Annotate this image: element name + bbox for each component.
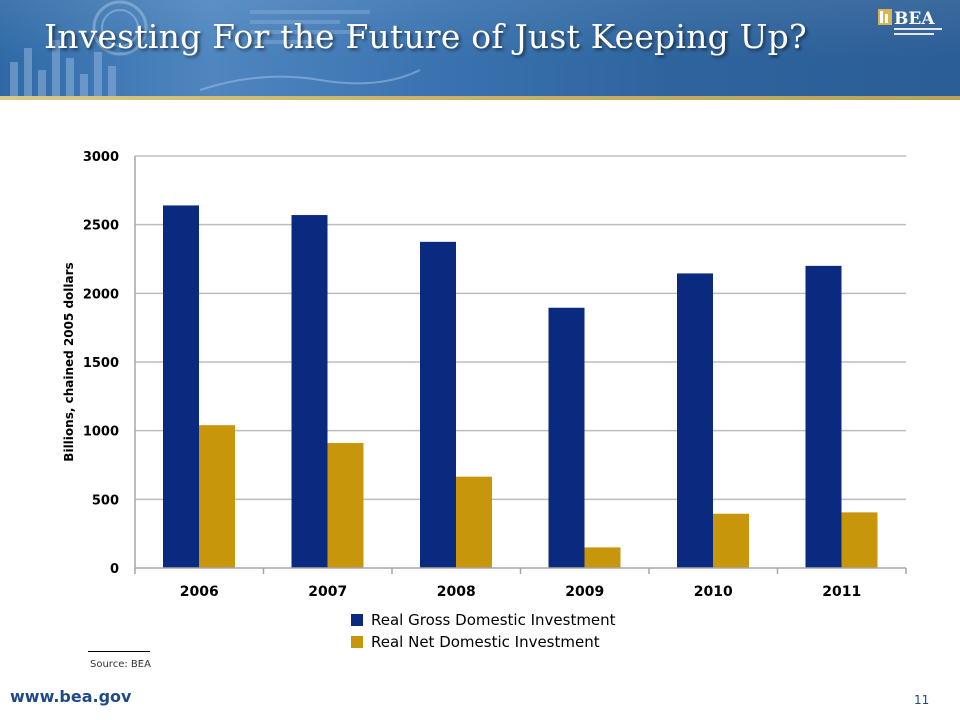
bea-logo: BEA bbox=[878, 9, 942, 35]
source-divider bbox=[88, 651, 150, 652]
y-axis-title: Billions, chained 2005 dollars bbox=[62, 262, 76, 461]
chart-gridlines bbox=[135, 155, 906, 501]
source-note: Source: BEA bbox=[90, 659, 151, 670]
legend-label-net: Real Net Domestic Investment bbox=[371, 633, 600, 651]
bea-logo-text: BEA bbox=[894, 9, 935, 29]
title-banner: BEA Investing For the Future of Just Kee… bbox=[0, 0, 960, 100]
slide-title: Investing For the Future of Just Keeping… bbox=[44, 17, 807, 56]
y-tick-label: 0 bbox=[110, 562, 119, 577]
bar-net-2010 bbox=[713, 513, 749, 568]
page-number: 11 bbox=[914, 693, 930, 707]
x-tick-label: 2009 bbox=[565, 584, 604, 600]
y-tick-label: 2000 bbox=[83, 287, 119, 302]
website-url[interactable]: www.bea.gov bbox=[10, 687, 132, 706]
investment-bar-chart: 0 500 1000 1500 2000 2500 3000 2006 2007 2008 2009… bbox=[62, 150, 907, 651]
bar-net-2007 bbox=[327, 443, 364, 568]
legend-label-gross: Real Gross Domestic Investment bbox=[371, 611, 616, 629]
x-tick-label: 2007 bbox=[308, 584, 347, 600]
x-tick-label: 2011 bbox=[822, 584, 861, 600]
y-tick-label: 2500 bbox=[83, 219, 119, 234]
y-tick-label: 1500 bbox=[83, 356, 119, 371]
bar-net-2008 bbox=[456, 476, 492, 568]
bar-gross-2009 bbox=[548, 307, 585, 568]
bar-gross-2007 bbox=[291, 215, 328, 568]
banner-map-decoration bbox=[10, 0, 420, 100]
banner-gold-strip bbox=[0, 96, 960, 100]
legend-swatch-gross bbox=[351, 614, 363, 626]
chart-axes: 0 500 1000 1500 2000 2500 3000 2006 2007 2008 2009… bbox=[62, 150, 907, 600]
bar-net-2011 bbox=[841, 512, 878, 568]
bar-gross-2011 bbox=[805, 265, 842, 568]
banner-gloss bbox=[0, 0, 960, 100]
y-tick-label: 1000 bbox=[83, 425, 119, 440]
x-tick-label: 2008 bbox=[437, 584, 476, 600]
bar-gross-2006 bbox=[163, 205, 199, 568]
chart-bars bbox=[163, 205, 878, 568]
bar-net-2006 bbox=[199, 425, 235, 568]
y-tick-label: 3000 bbox=[83, 150, 119, 165]
chart-legend: Real Gross Domestic Investment Real Net D… bbox=[351, 611, 616, 651]
y-tick-label: 500 bbox=[92, 493, 119, 508]
bar-gross-2008 bbox=[420, 241, 456, 568]
legend-swatch-net bbox=[351, 636, 363, 648]
x-tick-label: 2006 bbox=[180, 584, 219, 600]
x-tick-label: 2010 bbox=[694, 584, 733, 600]
bar-net-2009 bbox=[584, 547, 621, 568]
bar-gross-2010 bbox=[677, 273, 713, 568]
